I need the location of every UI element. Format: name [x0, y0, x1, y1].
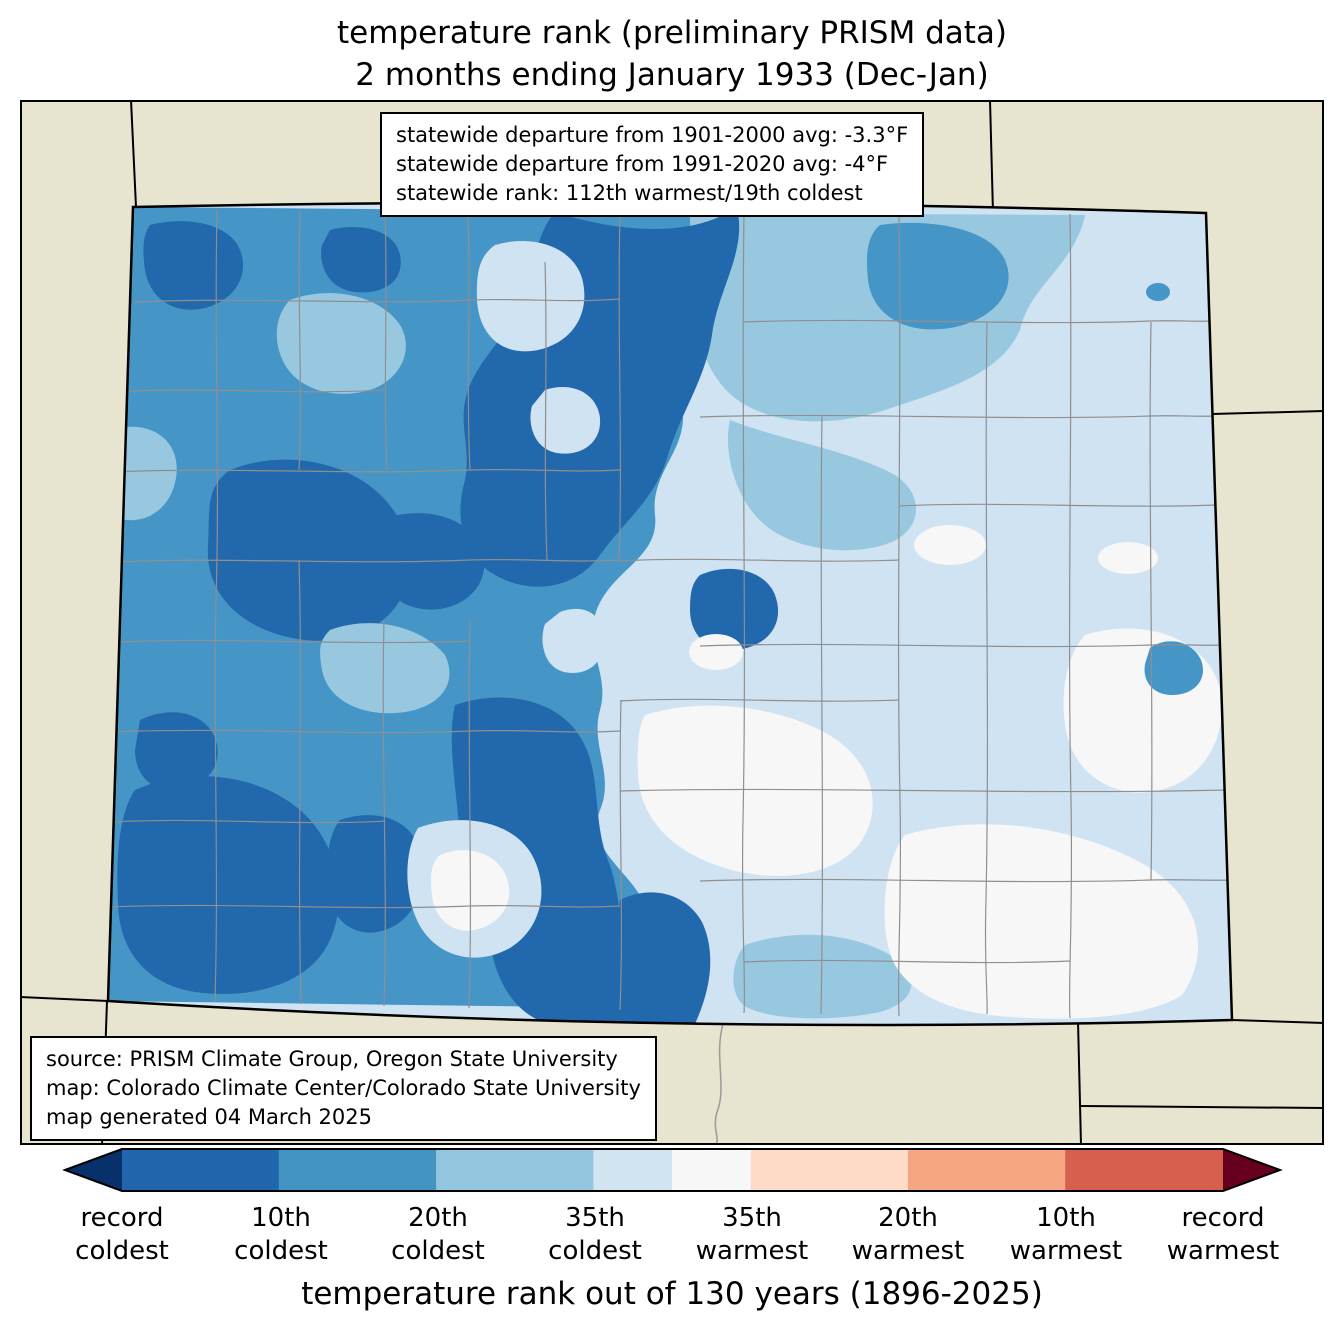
county-boundaries: [108, 209, 1232, 1019]
legend-label-text: 20th: [408, 1203, 468, 1233]
bottom-caption: temperature rank out of 130 years (1896-…: [301, 1276, 1043, 1312]
legend-label-text: warmest: [851, 1236, 965, 1266]
stats-line2: statewide departure from 1991-2020 avg: …: [396, 152, 889, 176]
stats-line3: statewide rank: 112th warmest/19th colde…: [396, 181, 863, 205]
colorbar-arrow-record-coldest: [65, 1149, 122, 1191]
legend-label-35th-warmest: 35th warmest: [696, 1202, 809, 1268]
colorbar-segment: [278, 1149, 438, 1191]
legend-label-record-coldest: record coldest: [75, 1202, 169, 1268]
source-line3: map generated 04 March 2025: [46, 1105, 373, 1129]
colorbar: [62, 1148, 1283, 1192]
colorbar-legend: [0, 1147, 1344, 1193]
stats-box: statewide departure from 1901-2000 avg: …: [380, 112, 925, 217]
legend-label-text: 35th: [565, 1203, 625, 1233]
legend-label-text: 10th: [1036, 1203, 1096, 1233]
stats-line1: statewide departure from 1901-2000 avg: …: [396, 123, 909, 147]
colorbar-outline: [62, 1148, 1283, 1192]
map-frame: [20, 100, 1324, 1145]
east-cold-spots: [1144, 283, 1203, 696]
legend-label-text: record: [80, 1203, 164, 1233]
legend-label-text: coldest: [391, 1236, 485, 1266]
title-line2: 2 months ending January 1933 (Dec-Jan): [355, 57, 989, 93]
colorbar-segment: [907, 1149, 1067, 1191]
source-line2: map: Colorado Climate Center/Colorado St…: [46, 1076, 641, 1100]
legend-label-text: warmest: [1009, 1236, 1123, 1266]
cool-regions: [688, 213, 1085, 1019]
cold-core-regions: [117, 212, 779, 1026]
legend-label-20th-warmest: 20th warmest: [852, 1202, 965, 1268]
map-title: temperature rank (preliminary PRISM data…: [0, 12, 1344, 96]
source-box: source: PRISM Climate Group, Oregon Stat…: [30, 1036, 657, 1141]
state-interior: [108, 202, 1232, 1026]
colorado-temperature-rank-map: [20, 100, 1324, 1145]
legend-label-text: record: [1181, 1203, 1265, 1233]
legend-label-text: 35th: [722, 1203, 782, 1233]
legend-label-text: coldest: [548, 1236, 642, 1266]
legend-labels: record coldest 10th coldest 20th coldest 35…: [0, 1202, 1344, 1274]
legend-label-text: 10th: [251, 1203, 311, 1233]
neighbor-boundary-detail: [714, 1023, 724, 1145]
colorbar-arrow-record-warmest: [1223, 1149, 1280, 1191]
colorbar-segment: [121, 1149, 280, 1191]
legend-label-20th-coldest: 20th coldest: [391, 1202, 485, 1268]
colorbar-segment: [436, 1149, 595, 1191]
legend-label-text: warmest: [1166, 1236, 1280, 1266]
legend-label-text: coldest: [234, 1236, 328, 1266]
legend-label-35th-coldest: 35th coldest: [548, 1202, 642, 1268]
colorbar-segment: [1065, 1149, 1224, 1191]
colorbar-segment: [672, 1149, 752, 1191]
legend-label-record-warmest: record warmest: [1167, 1202, 1280, 1268]
legend-label-text: 20th: [878, 1203, 938, 1233]
legend-label-10th-warmest: 10th warmest: [1010, 1202, 1123, 1268]
legend-label-10th-coldest: 10th coldest: [234, 1202, 328, 1268]
colorbar-segment: [750, 1149, 909, 1191]
legend-label-text: warmest: [695, 1236, 809, 1266]
legend-label-text: coldest: [75, 1236, 169, 1266]
neighbor-state-borders: [20, 100, 1324, 1145]
title-line1: temperature rank (preliminary PRISM data…: [336, 15, 1007, 51]
source-line1: source: PRISM Climate Group, Oregon Stat…: [46, 1047, 618, 1071]
map-area: statewide departure from 1901-2000 avg: …: [20, 100, 1324, 1145]
colorbar-segment: [593, 1149, 673, 1191]
